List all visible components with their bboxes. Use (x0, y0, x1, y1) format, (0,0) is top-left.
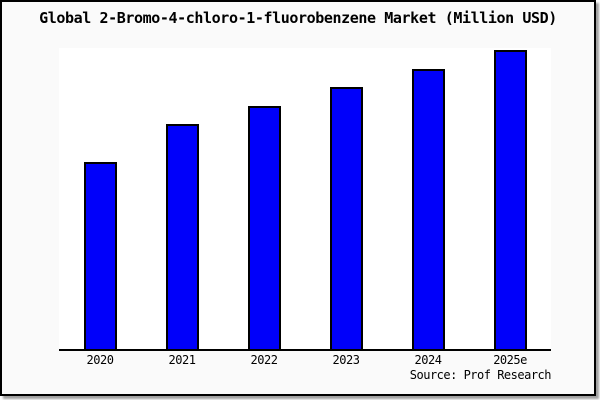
plot-area (59, 48, 551, 351)
bar-slot (141, 48, 223, 349)
x-tick-label: 2024 (414, 353, 442, 367)
bar-slot (305, 48, 387, 349)
bar-2022 (247, 106, 281, 349)
x-tick-label: 2023 (332, 353, 360, 367)
x-tick-label: 2021 (168, 353, 196, 367)
bar-2020 (83, 161, 117, 349)
x-axis-labels: 2020 2021 2022 2023 2024 2025e (59, 353, 551, 367)
bar-slot (469, 48, 551, 349)
chart-title: Global 2-Bromo-4-chloro-1-fluorobenzene … (39, 9, 557, 27)
bars-container (59, 48, 551, 349)
bar-slot (387, 48, 469, 349)
x-tick-label: 2022 (250, 353, 278, 367)
bar-2021 (165, 124, 199, 349)
bar-2025e (493, 49, 527, 349)
bar-2023 (329, 86, 363, 349)
bar-2024 (411, 68, 445, 349)
x-tick-label: 2025e (493, 353, 527, 367)
bar-slot (59, 48, 141, 349)
x-tick-label: 2020 (86, 353, 114, 367)
bar-slot (223, 48, 305, 349)
source-caption: Source: Prof Research (409, 368, 552, 382)
